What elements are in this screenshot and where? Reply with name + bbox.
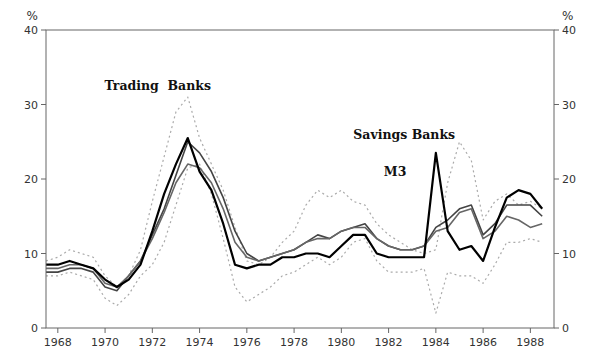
y2-tick — [554, 328, 559, 329]
series-line — [46, 138, 542, 287]
x-tick — [152, 328, 153, 333]
series-line — [46, 97, 542, 287]
series-label: Savings Banks — [353, 127, 455, 142]
series-line — [46, 164, 542, 287]
x-tick — [388, 328, 389, 333]
y2-tick — [554, 179, 559, 180]
y-tick — [41, 179, 46, 180]
x-tick — [483, 328, 484, 333]
y2-tick-label: 30 — [562, 99, 576, 112]
y-axis-label: % — [27, 9, 38, 23]
x-tick-label: 1968 — [44, 336, 72, 349]
x-tick — [530, 328, 531, 333]
chart: 1968 1970 1972 1974 1976 1978 1980 1982 1984 1986… — [0, 0, 600, 362]
x-tick-label: 1984 — [422, 336, 450, 349]
y-tick-label: 30 — [24, 99, 38, 112]
y2-tick — [554, 253, 559, 254]
y-tick — [41, 328, 46, 329]
y-tick — [41, 30, 46, 31]
x-tick-label: 1974 — [186, 336, 214, 349]
y2-tick-label: 10 — [562, 248, 576, 261]
x-tick-label: 1970 — [91, 336, 119, 349]
series-line — [46, 164, 542, 313]
x-tick-label: 1976 — [233, 336, 261, 349]
x-tick — [57, 328, 58, 333]
y-tick — [41, 104, 46, 105]
x-tick — [246, 328, 247, 333]
y-tick-label: 0 — [31, 322, 38, 335]
series-label: M3 — [384, 164, 407, 179]
x-tick — [341, 328, 342, 333]
series-label: Trading Banks — [104, 78, 211, 93]
x-tick-label: 1972 — [138, 336, 166, 349]
y2-tick-label: 20 — [562, 173, 576, 186]
y2-tick-label: 40 — [562, 24, 576, 37]
y-tick-label: 40 — [24, 24, 38, 37]
y-tick — [41, 253, 46, 254]
x-tick — [435, 328, 436, 333]
y2-tick-label: 0 — [562, 322, 569, 335]
x-tick-label: 1988 — [516, 336, 544, 349]
x-tick-label: 1982 — [375, 336, 403, 349]
x-tick — [105, 328, 106, 333]
y2-axis-label: % — [562, 9, 573, 23]
y2-tick — [554, 30, 559, 31]
x-tick — [294, 328, 295, 333]
x-tick-label: 1986 — [469, 336, 497, 349]
plot-area — [46, 97, 542, 313]
y-tick-label: 10 — [24, 248, 38, 261]
x-tick-label: 1978 — [280, 336, 308, 349]
x-tick — [199, 328, 200, 333]
plot-frame — [46, 30, 554, 328]
x-tick-label: 1980 — [327, 336, 355, 349]
series-line — [46, 142, 542, 291]
y-tick-label: 20 — [24, 173, 38, 186]
y2-tick — [554, 104, 559, 105]
